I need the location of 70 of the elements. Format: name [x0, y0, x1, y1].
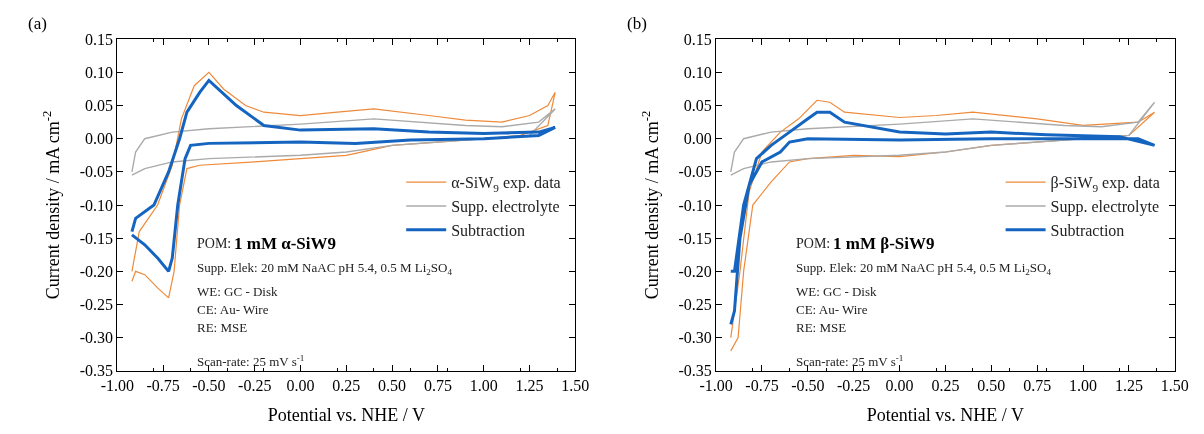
annotation: WE: GC - Disk: [197, 284, 279, 299]
y-tick-label: 0.10: [683, 64, 712, 82]
line-series: [131, 108, 556, 176]
legend-label: Supp. electrolyte: [451, 198, 560, 217]
legend-label: α-SiW$_{9}$ exp. data: [451, 174, 561, 194]
x-tick-label: 0.00: [286, 377, 315, 395]
x-tick-label: -0.75: [146, 377, 180, 395]
y-tick-label: -0.05: [678, 163, 712, 181]
annotation: RE: MSE: [796, 320, 847, 335]
y-tick-label: -0.25: [79, 296, 113, 314]
line-series: [730, 101, 1156, 176]
x-tick-label: -1.00: [100, 377, 134, 395]
annotation: Supp. Elek: 20 mM NaAC pH 5.4, 0.5 M Li$_{2}$SO$_{4}$: [796, 260, 1052, 277]
x-axis-title: Potential vs. NHE / V: [267, 405, 425, 426]
y-tick-label: -0.25: [678, 296, 712, 314]
legend-label: Supp. electrolyte: [1050, 198, 1159, 217]
legend-label: β-SiW$_{9}$ exp. data: [1050, 174, 1160, 194]
x-tick-label: 1.25: [515, 377, 544, 395]
annotation: CE: Au- Wire: [796, 302, 868, 317]
x-tick-label: 1.00: [469, 377, 498, 395]
y-tick-label: -0.20: [79, 262, 113, 280]
y-tick-label: -0.20: [678, 262, 712, 280]
annotation: Supp. Elek: 20 mM NaAC pH 5.4, 0.5 M Li$_{2}$SO$_{4}$: [197, 260, 453, 277]
x-tick-label: 0.75: [1023, 377, 1052, 395]
text: (b): [627, 14, 647, 33]
x-tick-label: 0.75: [423, 377, 452, 395]
y-tick-label: 0.00: [683, 130, 712, 148]
y-tick-label: -0.30: [678, 329, 712, 347]
x-axis-title: Potential vs. NHE / V: [866, 405, 1025, 426]
annotation: RE: MSE: [197, 320, 248, 335]
x-tick-label: 1.25: [1114, 377, 1143, 395]
y-tick-label: -0.30: [79, 329, 113, 347]
annotation: WE: GC - Disk: [796, 284, 878, 299]
x-tick-label: 0.25: [332, 377, 361, 395]
annotation: Scan-rate: 25 mV s$^{-1}$: [197, 353, 305, 370]
y-tick-label: -0.15: [678, 229, 712, 247]
y-tick-label: -0.10: [79, 196, 113, 214]
y-tick-label: 0.15: [84, 30, 113, 48]
x-tick-label: 0.50: [378, 377, 407, 395]
annotation: Scan-rate: 25 mV s$^{-1}$: [796, 353, 904, 370]
x-tick-label: -0.50: [791, 377, 825, 395]
x-tick-label: -0.25: [837, 377, 871, 395]
annotation: 1 mM α-SiW9: [234, 234, 337, 253]
y-tick-label: -0.35: [678, 362, 712, 380]
x-tick-label: 1.00: [1069, 377, 1098, 395]
annotation: CE: Au- Wire: [197, 302, 269, 317]
y-tick-label: 0.10: [84, 64, 113, 82]
legend-label: Subtraction: [451, 221, 525, 239]
annotation: POM:: [197, 236, 232, 251]
y-tick-label: 0.05: [84, 97, 113, 115]
x-tick-label: 1.50: [1160, 377, 1189, 395]
x-tick-label: -1.00: [699, 377, 733, 395]
x-tick-label: 0.25: [931, 377, 960, 395]
annotation: 1 mM β-SiW9: [833, 234, 935, 253]
y-tick-label: 0.00: [84, 130, 113, 148]
legend-label: Subtraction: [1050, 221, 1125, 239]
annotation: POM:: [796, 236, 831, 251]
x-tick-label: -0.25: [238, 377, 272, 395]
y-tick-label: -0.35: [79, 362, 113, 380]
y-tick-label: 0.15: [683, 30, 712, 48]
y-tick-label: -0.05: [79, 163, 113, 181]
x-tick-label: 0.50: [977, 377, 1006, 395]
y-tick-label: -0.10: [678, 196, 712, 214]
x-tick-label: 1.50: [561, 377, 590, 395]
x-tick-label: -0.75: [745, 377, 779, 395]
y-tick-label: -0.15: [79, 229, 113, 247]
text: (a): [28, 14, 47, 33]
x-tick-label: 0.00: [885, 377, 914, 395]
y-tick-label: 0.05: [683, 97, 712, 115]
x-tick-label: -0.50: [192, 377, 226, 395]
